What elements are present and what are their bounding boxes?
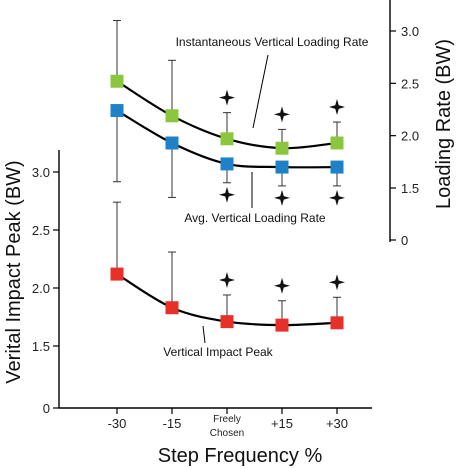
instantaneous-vertical-loading-rate-marker — [110, 74, 124, 88]
avg-vertical-loading-rate-marker — [110, 104, 124, 118]
x-tick-label: -30 — [108, 416, 127, 431]
x-tick-label: Freely Chosen — [210, 414, 244, 439]
significance-markers — [219, 89, 345, 294]
avg-vertical-loading-rate-marker — [220, 157, 234, 171]
avg-vertical-loading-rate-significance-star — [329, 189, 345, 206]
vertical-impact-peak-marker — [165, 301, 179, 315]
right-tick-label: 1.5 — [401, 181, 419, 196]
vertical-impact-peak-label: Vertical Impact Peak — [163, 345, 273, 359]
instantaneous-vertical-loading-rate-significance-star — [329, 99, 345, 116]
left-tick-label: 0 — [43, 401, 50, 416]
instantaneous-vertical-loading-rate-label: Instantaneous Vertical Loading Rate — [176, 35, 369, 49]
instantaneous-vertical-loading-rate-significance-star — [274, 106, 290, 123]
instantaneous-vertical-loading-rate-marker — [330, 136, 344, 150]
x-tick-label: +15 — [271, 416, 293, 431]
right-tick-label: 0 — [401, 233, 408, 248]
x-tick-label: -15 — [163, 416, 182, 431]
avg-vertical-loading-rate-label: Avg. Vertical Loading Rate — [184, 211, 326, 225]
vertical-impact-peak-marker — [220, 315, 234, 329]
vertical-impact-peak-marker — [110, 267, 124, 281]
right-y-axis: 0 1.5 2.0 2.5 3.0 — [389, 0, 419, 248]
left-y-axis: 0 1.5 2.0 2.5 3.0 — [32, 150, 60, 416]
left-y-axis-title: Verital Impact Peak (BW) — [3, 160, 25, 383]
series-annotations: Instantaneous Vertical Loading Rate Avg. … — [163, 35, 368, 359]
right-tick-label: 3.0 — [401, 24, 419, 39]
left-tick-label: 3.0 — [32, 165, 50, 180]
avg-vertical-loading-rate-marker — [275, 160, 289, 174]
series-markers — [110, 74, 344, 332]
instantaneous-vertical-loading-rate-leader-line — [252, 54, 269, 129]
right-y-axis-title: Loading Rate (BW) — [433, 39, 455, 209]
right-tick-label: 2.0 — [401, 129, 419, 144]
error-bars — [113, 20, 341, 326]
x-axis-title: Step Frequency % — [158, 445, 323, 467]
left-tick-label: 2.5 — [32, 223, 50, 238]
vertical-impact-peak-significance-star — [219, 271, 235, 288]
instantaneous-vertical-loading-rate-marker — [220, 132, 234, 146]
vertical-impact-peak-leader-line — [202, 325, 206, 344]
avg-vertical-loading-rate-marker — [165, 136, 179, 150]
instantaneous-vertical-loading-rate-marker — [165, 109, 179, 123]
vertical-impact-peak-significance-star — [329, 274, 345, 291]
vertical-impact-peak-significance-star — [274, 277, 290, 294]
vertical-impact-peak-marker — [275, 318, 289, 332]
left-tick-label: 1.5 — [32, 339, 50, 354]
avg-vertical-loading-rate-significance-star — [219, 186, 235, 203]
avg-vertical-loading-rate-significance-star — [274, 189, 290, 206]
vertical-impact-peak-marker — [330, 316, 344, 330]
instantaneous-vertical-loading-rate-marker — [275, 141, 289, 155]
avg-vertical-loading-rate-marker — [330, 160, 344, 174]
x-tick-label: +30 — [326, 416, 348, 431]
left-tick-label: 2.0 — [32, 281, 50, 296]
instantaneous-vertical-loading-rate-significance-star — [219, 89, 235, 106]
x-axis: -30 -15 Freely Chosen +15 +30 — [59, 407, 372, 439]
right-tick-label: 2.5 — [401, 76, 419, 91]
